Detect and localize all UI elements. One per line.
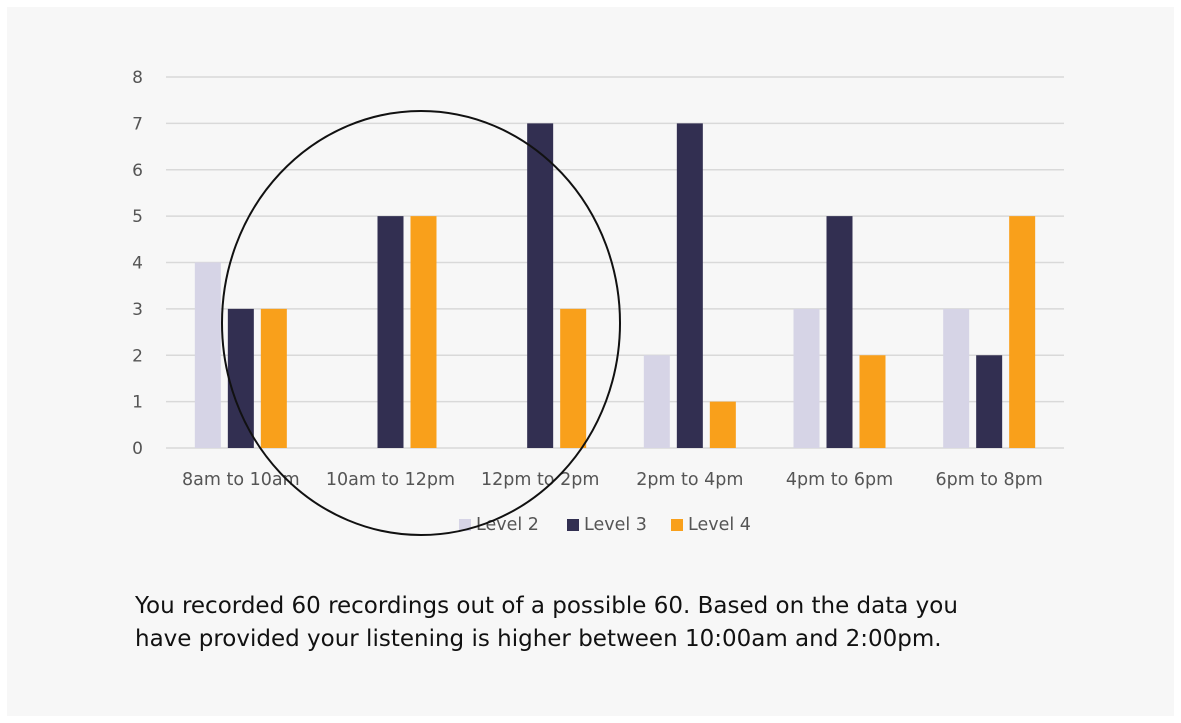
result-card: 0 1 2 3 4 5 6 7 8 8am to 10am 10am to 12pm 12pm to… bbox=[7, 7, 1174, 716]
x-category-label: 2pm to 4pm bbox=[636, 470, 743, 490]
bar-level-2 bbox=[194, 262, 221, 448]
x-category-label: 8am to 10am bbox=[182, 470, 300, 490]
highlight-circle bbox=[221, 110, 621, 536]
bar-level-3 bbox=[826, 216, 853, 448]
bar-level-2 bbox=[643, 355, 670, 448]
y-tick-label: 5 bbox=[132, 207, 143, 227]
bar-level-3 bbox=[976, 355, 1003, 448]
bar-level-3 bbox=[527, 123, 554, 448]
y-tick-label: 2 bbox=[132, 346, 143, 366]
legend: Level 2 Level 3 Level 4 bbox=[459, 515, 751, 535]
bar-level-4 bbox=[260, 308, 287, 448]
legend-item: Level 2 bbox=[459, 515, 539, 535]
bar-chart: 0 1 2 3 4 5 6 7 8 8am to 10am 10am to 12pm 12pm to… bbox=[132, 68, 1064, 536]
bar-level-3 bbox=[227, 308, 254, 448]
bar-level-4 bbox=[560, 308, 587, 448]
x-category-label: 4pm to 6pm bbox=[786, 470, 893, 490]
bars bbox=[194, 123, 1036, 448]
y-tick-label: 6 bbox=[132, 161, 143, 181]
y-tick-label: 8 bbox=[132, 68, 143, 88]
x-category-label: 12pm to 2pm bbox=[481, 470, 599, 490]
legend-swatch bbox=[567, 519, 579, 531]
legend-label: Level 4 bbox=[688, 515, 751, 535]
summary-line-1: You recorded 60 recordings out of a poss… bbox=[135, 593, 958, 619]
y-tick-label: 3 bbox=[132, 300, 143, 320]
x-category-label: 10am to 12pm bbox=[326, 470, 455, 490]
summary-text: You recorded 60 recordings out of a poss… bbox=[135, 590, 1135, 656]
y-tick-label: 1 bbox=[132, 393, 143, 413]
bar-level-4 bbox=[859, 355, 886, 448]
bar-level-2 bbox=[943, 308, 970, 448]
y-tick-label: 4 bbox=[132, 254, 143, 274]
legend-item: Level 3 bbox=[567, 515, 647, 535]
bar-level-4 bbox=[1009, 216, 1036, 448]
bar-level-4 bbox=[709, 401, 736, 448]
x-axis-categories: 8am to 10am 10am to 12pm 12pm to 2pm 2pm to… bbox=[182, 470, 1043, 490]
legend-label: Level 3 bbox=[584, 515, 647, 535]
legend-label: Level 2 bbox=[476, 515, 539, 535]
x-category-label: 6pm to 8pm bbox=[936, 470, 1043, 490]
gridlines bbox=[166, 76, 1064, 449]
bar-level-4 bbox=[410, 216, 437, 448]
y-axis-ticks: 0 1 2 3 4 5 6 7 8 bbox=[132, 68, 143, 459]
legend-swatch bbox=[671, 519, 683, 531]
y-tick-label: 0 bbox=[132, 439, 143, 459]
y-tick-label: 7 bbox=[132, 114, 143, 134]
bar-level-3 bbox=[377, 216, 404, 448]
legend-item: Level 4 bbox=[671, 515, 751, 535]
summary-line-2: have provided your listening is higher b… bbox=[135, 626, 942, 652]
bar-level-2 bbox=[793, 308, 820, 448]
bar-level-3 bbox=[676, 123, 703, 448]
